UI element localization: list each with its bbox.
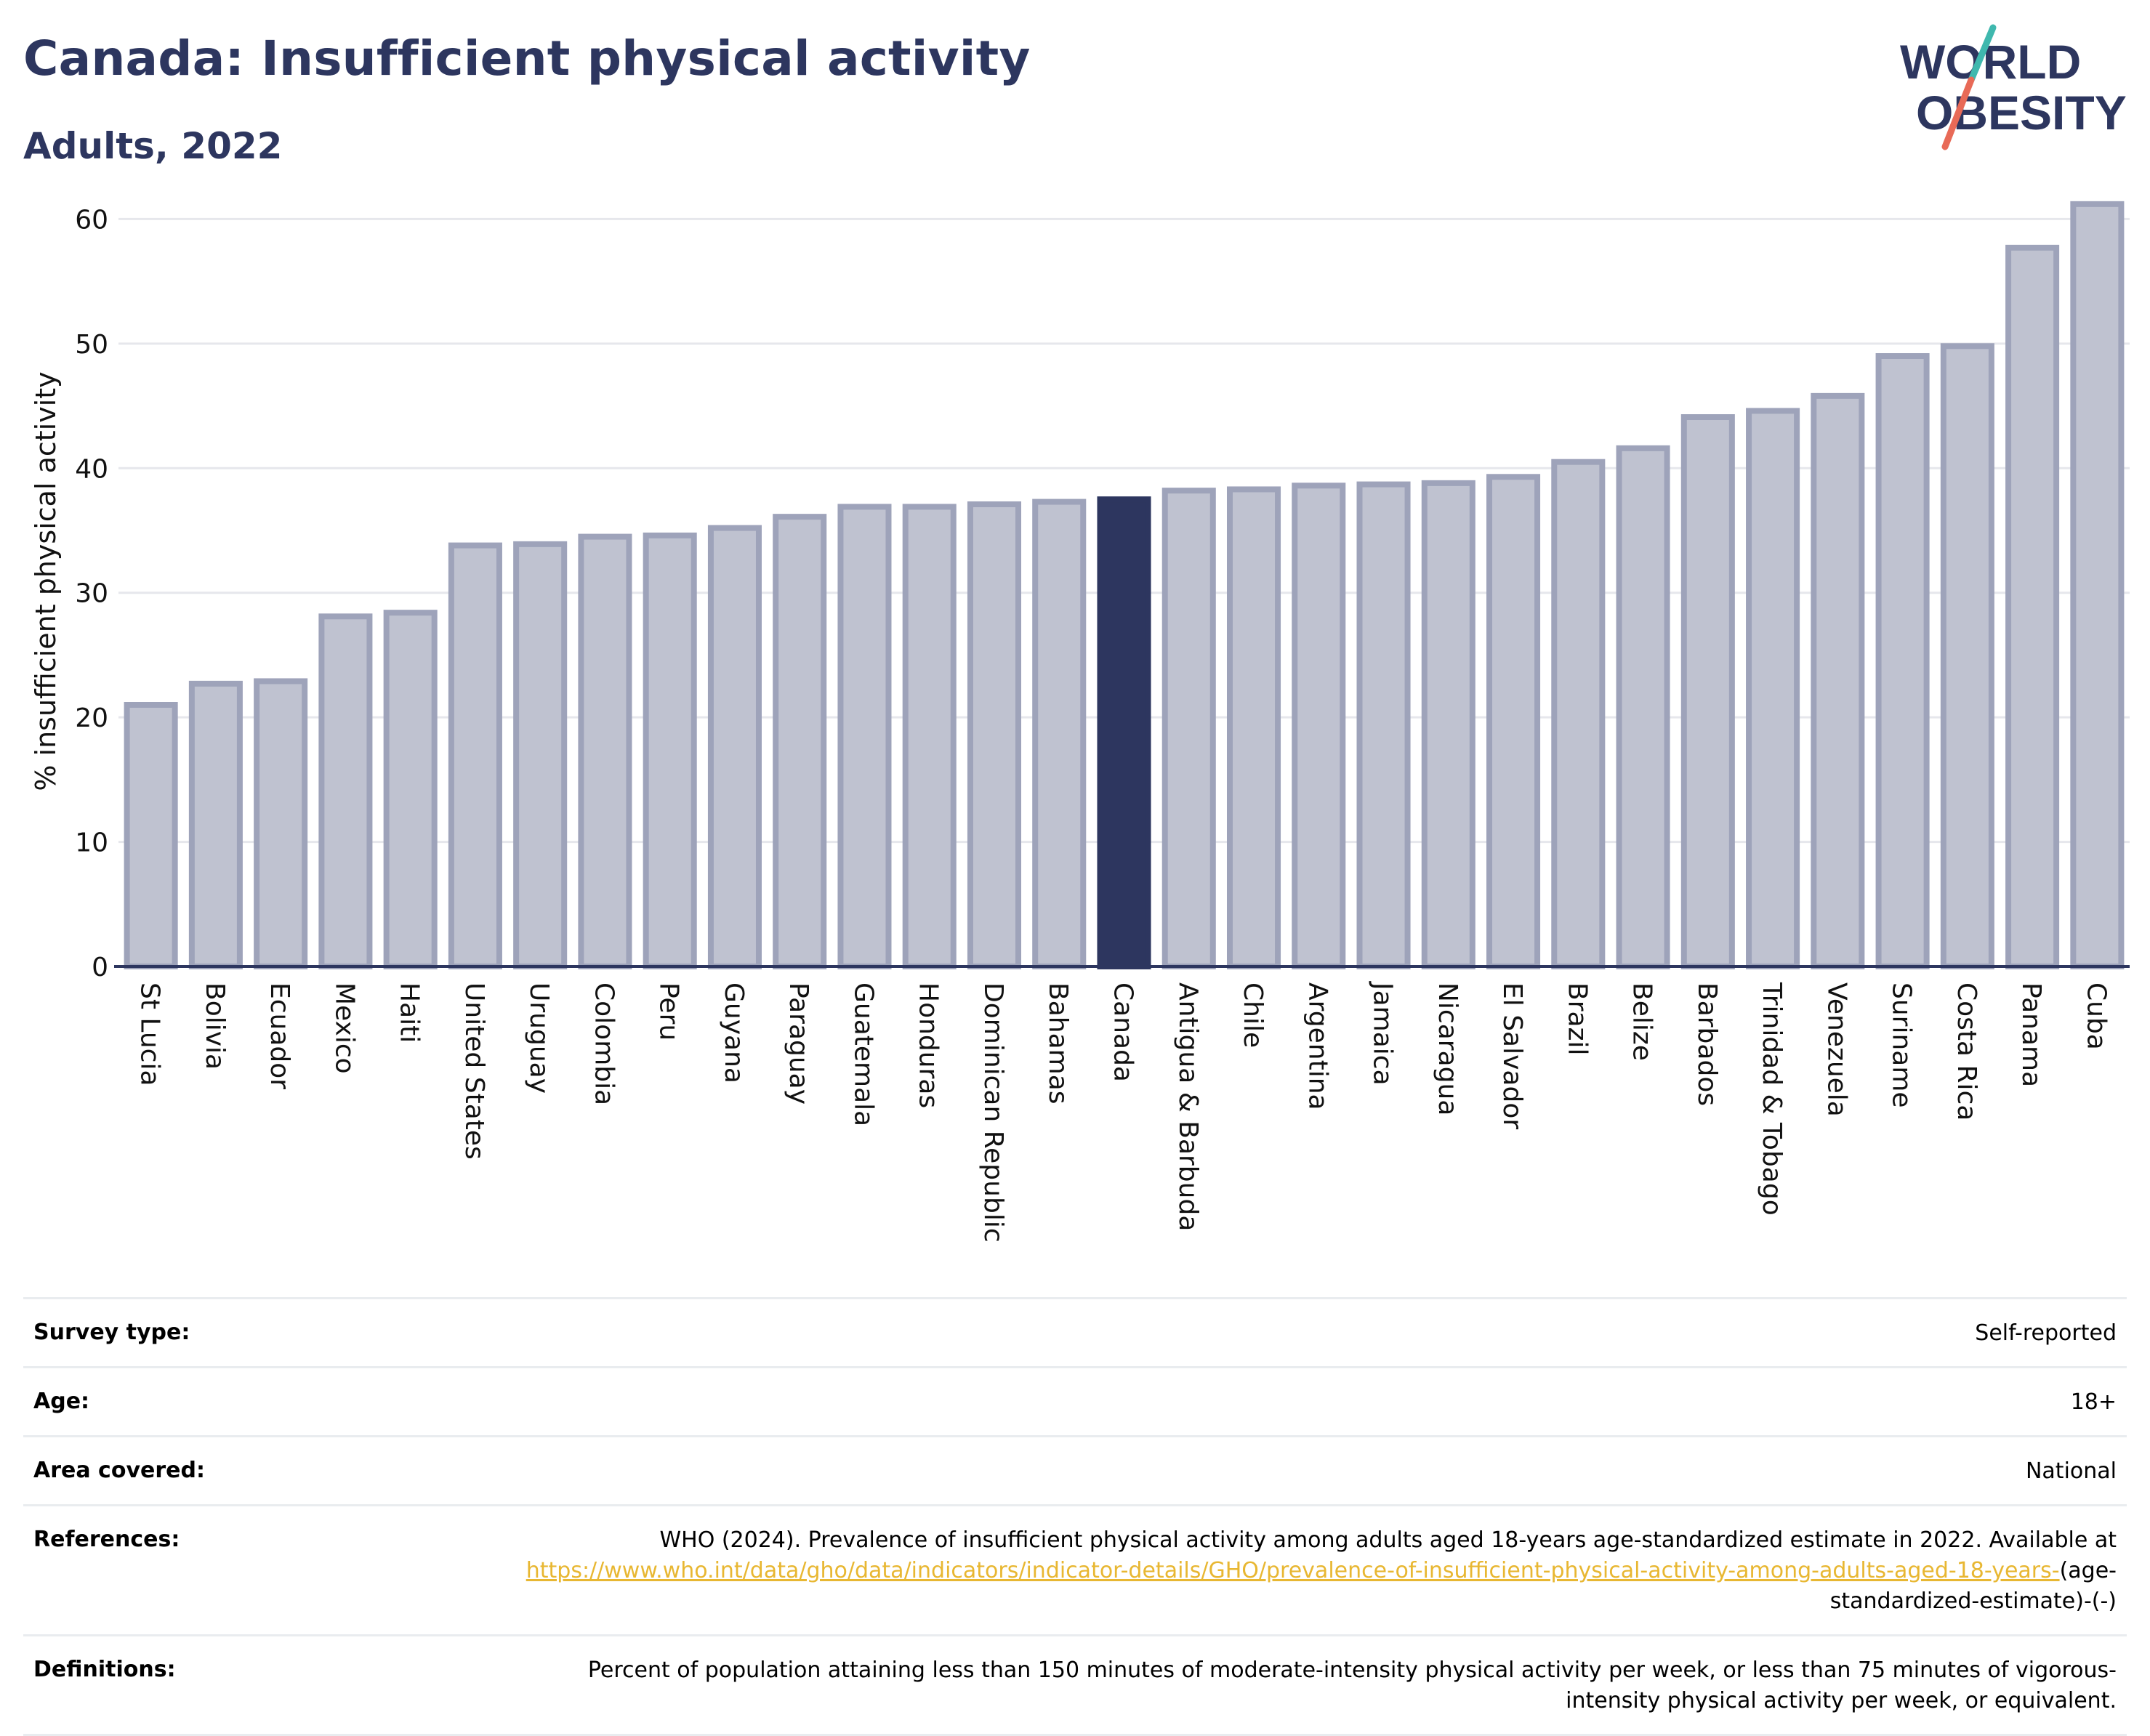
x-tick-label: Argentina [1303,982,1332,1110]
x-tick-label: Costa Rica [1952,982,1981,1121]
x-tick-label: Dominican Republic [978,982,1008,1243]
x-tick-label: Colombia [589,982,619,1105]
bar-canada [1097,496,1151,969]
bar-chart: 0 10 20 30 40 50 60 St Lucia Bolivia Ecuador Mexi… [30,201,2130,1243]
references-label: References: [33,1527,180,1552]
bar-el-salvador [1486,474,1541,969]
chart-title: Canada: Insufficient physical activity [23,31,1031,86]
bar-bolivia [188,680,243,969]
bar-bahamas [1032,498,1087,969]
bar-brazil [1551,459,1606,969]
chart-subtitle: Adults, 2022 [23,125,283,167]
x-tick-label: Panama [2016,982,2046,1087]
x-tick-label: Antigua & Barbuda [1173,982,1203,1231]
bar-belize [1616,445,1670,969]
bar-barbados [1680,414,1735,969]
bar-panama [2005,244,2060,970]
meta-row-survey-type: Survey type: Self-reported [23,1297,2127,1366]
x-tick-label: El Salvador [1497,982,1527,1129]
meta-row-references: References: WHO (2024). Prevalence of in… [23,1504,2127,1634]
references-text: WHO (2024). Prevalence of insufficient p… [659,1527,2117,1553]
bar-honduras [902,504,957,969]
bar-chile [1226,486,1281,969]
logo-line1: WORLD [1900,35,2081,89]
x-tick-label: Belize [1627,982,1657,1061]
logo-slash-teal [1968,24,1997,84]
world-obesity-logo: WORLD OBESITY [1900,24,2127,150]
bar-costa-rica [1940,343,1994,969]
bar-uruguay [513,541,568,969]
y-tick-label: 10 [75,828,108,858]
area-value: National [2025,1458,2117,1484]
references-suffix: (age-standardized-estimate)-(-) [1829,1558,2117,1614]
x-tick-label: Suriname [1887,982,1917,1108]
y-tick-label: 20 [75,703,108,733]
definitions-label: Definitions: [33,1657,176,1682]
bar-st-lucia [124,702,178,969]
bar-venezuela [1811,392,1865,969]
bars [124,201,2125,970]
bar-haiti [383,610,438,970]
x-tick-label: St Lucia [135,982,165,1086]
bar-united-states [448,542,502,969]
meta-row-area: Area covered: National [23,1435,2127,1504]
bar-antigua-barbuda [1161,488,1216,969]
bar-paraguay [773,514,827,969]
bar-peru [643,532,697,969]
x-tick-label: Honduras [914,982,943,1108]
bar-nicaragua [1421,480,1475,969]
survey-type-label: Survey type: [33,1320,190,1345]
x-tick-label: Bolivia [200,982,230,1070]
y-tick-labels: 0 10 20 30 40 50 60 [75,205,108,982]
x-tick-label: Bahamas [1043,982,1073,1105]
x-tick-label: Cuba [2081,982,2111,1050]
age-value: 18+ [2070,1389,2117,1415]
y-tick-label: 0 [92,953,108,982]
references-link[interactable]: https://www.who.int/data/gho/data/indica… [526,1558,2060,1583]
x-tick-label: Guyana [719,982,749,1083]
bar-suriname [1875,353,1930,969]
x-tick-label: Peru [654,982,684,1041]
y-tick-label: 30 [75,579,108,609]
x-tick-label: Chile [1238,982,1268,1048]
bar-cuba [2070,201,2125,969]
y-tick-label: 60 [75,205,108,235]
bar-guatemala [837,504,892,969]
bar-dominican-republic [967,501,1022,969]
definitions-value: Percent of population attaining less tha… [587,1658,2117,1713]
x-tick-label: Trinidad & Tobago [1757,982,1787,1216]
bar-guyana [707,525,762,969]
age-label: Age: [33,1389,90,1414]
x-tick-label: Ecuador [265,982,294,1089]
x-tick-label: Nicaragua [1433,982,1462,1115]
bar-trinidad-tobago [1746,408,1800,969]
bar-colombia [578,533,632,969]
y-tick-label: 50 [75,330,108,360]
x-tick-label: Jamaica [1368,981,1398,1086]
x-tick-label: Paraguay [784,982,813,1105]
meta-row-age: Age: 18+ [23,1366,2127,1435]
x-tick-label: Canada [1108,982,1138,1082]
metadata-table: Survey type: Self-reported Age: 18+ Area… [23,1297,2127,1736]
x-tick-label: Mexico [329,982,359,1074]
y-axis-label: % insufficient physical activity [30,371,62,791]
x-tick-label: Barbados [1692,982,1722,1106]
bar-ecuador [254,678,308,970]
x-tick-label: Brazil [1562,982,1592,1055]
x-tick-labels: St Lucia Bolivia Ecuador Mexico Haiti United … [135,981,2111,1243]
x-tick-label: Venezuela [1821,982,1851,1117]
logo-slash-red [1941,76,1975,150]
bar-jamaica [1356,481,1411,969]
y-tick-label: 40 [75,454,108,484]
survey-type-value: Self-reported [1975,1320,2117,1346]
x-tick-label: Guatemala [848,982,878,1126]
x-tick-label: Haiti [395,982,424,1043]
area-label: Area covered: [33,1458,205,1483]
x-tick-label: United States [459,982,489,1160]
x-tick-label: Uruguay [524,982,554,1094]
meta-row-definitions: Definitions: Percent of population attai… [23,1634,2127,1736]
references-value: WHO (2024). Prevalence of insufficient p… [518,1525,2117,1617]
bar-argentina [1292,483,1346,969]
bar-mexico [318,613,373,969]
